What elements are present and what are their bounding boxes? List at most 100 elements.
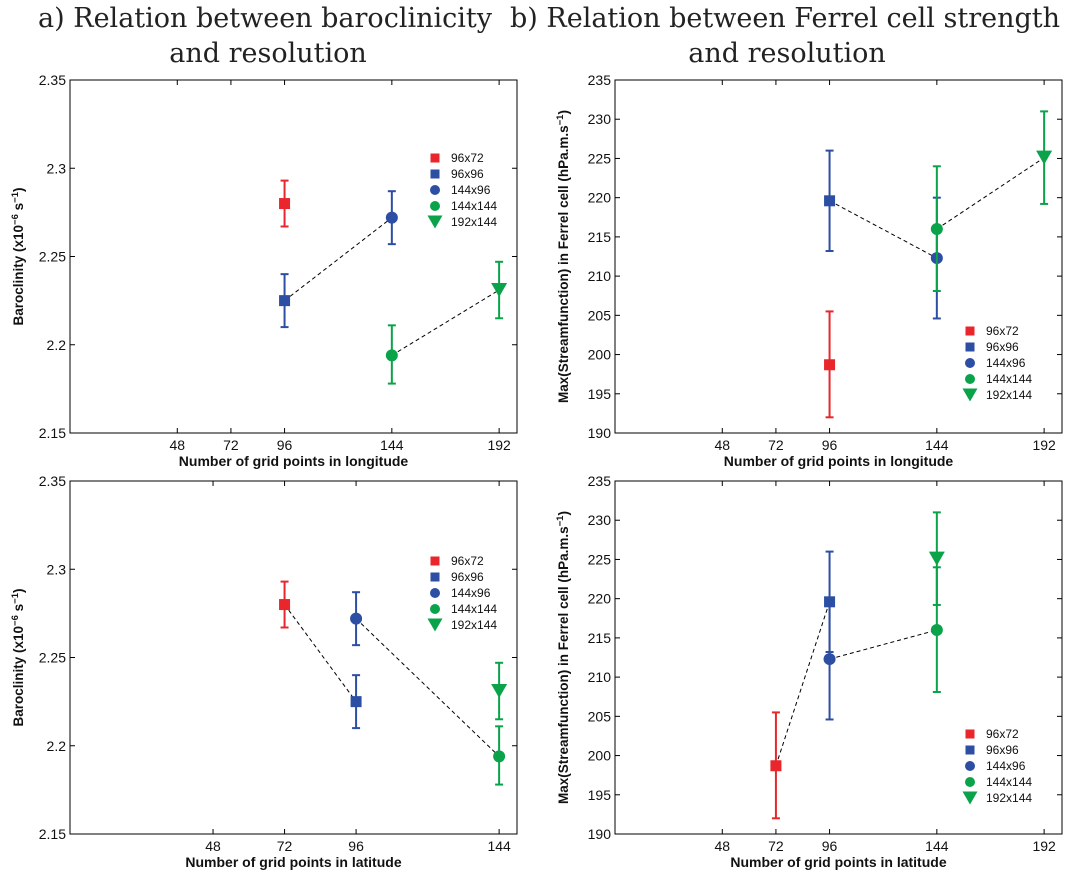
marker-192x144 bbox=[491, 283, 508, 298]
connector-line bbox=[284, 217, 393, 302]
connector-line bbox=[391, 289, 500, 356]
connector-line bbox=[355, 618, 500, 757]
y-axis-label: Baroclinity (x10−6 s−1) bbox=[10, 589, 27, 727]
legend-label: 144x96 bbox=[986, 356, 1026, 370]
y-axis-label-superscript: −1 bbox=[555, 515, 566, 527]
y-axis-label-superscript: −6 bbox=[10, 615, 21, 626]
legend-label: 96x72 bbox=[451, 151, 484, 165]
y-axis-label-superscript: −1 bbox=[555, 114, 566, 126]
legend-marker-144x96 bbox=[965, 358, 975, 368]
y-tick-label: 2.35 bbox=[39, 72, 66, 88]
y-tick-label: 190 bbox=[588, 425, 612, 441]
y-axis-label: Max(Streamfunction) in Ferrel cell (hPa.… bbox=[555, 511, 572, 804]
x-axis-label: Number of grid points in longitude bbox=[179, 453, 409, 469]
y-axis-label-part: Max(Streamfunction) in Ferrel cell (hPa.… bbox=[556, 125, 571, 403]
x-axis-label: Number of grid points in longitude bbox=[724, 453, 954, 469]
y-tick-label: 220 bbox=[588, 591, 612, 607]
legend-marker-144x144 bbox=[965, 777, 975, 787]
x-tick-label: 72 bbox=[768, 437, 784, 453]
x-tick-label: 48 bbox=[205, 838, 221, 854]
y-axis-label-superscript: −1 bbox=[10, 592, 21, 604]
y-tick-label: 195 bbox=[588, 787, 612, 803]
x-tick-label: 144 bbox=[380, 437, 404, 453]
plot-frame bbox=[69, 79, 518, 434]
plot-top-right-ferrel-longitude: 48 72 96 144 192 190 195 200 205 210 215 220 225 230 2… bbox=[555, 72, 1063, 469]
x-tick-label: 192 bbox=[1032, 437, 1056, 453]
legend-marker-96x72 bbox=[965, 326, 975, 336]
legend-marker-144x96 bbox=[430, 588, 440, 598]
y-axis-label: Baroclinity (x10−6 s−1) bbox=[10, 188, 27, 326]
marker-144x96 bbox=[823, 653, 836, 666]
y-tick-label: 225 bbox=[588, 150, 612, 166]
legend-label: 144x96 bbox=[451, 586, 491, 600]
y-tick-label: 205 bbox=[588, 708, 612, 724]
plot-bottom-right-ferrel-latitude: 48 72 96 144 192 190 195 200 205 210 215 220 225 230 2… bbox=[555, 473, 1063, 870]
marker-144x96 bbox=[385, 211, 398, 224]
legend-marker-96x72 bbox=[430, 153, 440, 163]
marker-144x144 bbox=[385, 349, 398, 362]
legend-marker-96x72 bbox=[430, 556, 440, 566]
x-tick-label: 72 bbox=[277, 838, 293, 854]
y-tick-label: 2.2 bbox=[47, 738, 67, 754]
legend-label: 96x72 bbox=[986, 727, 1019, 741]
y-axis-label-part: Max(Streamfunction) in Ferrel cell (hPa.… bbox=[556, 526, 571, 804]
y-tick-label: 190 bbox=[588, 826, 612, 842]
panel-a-title-line2: and resolution bbox=[169, 38, 367, 69]
legend-label: 144x144 bbox=[451, 602, 497, 616]
x-tick-label: 144 bbox=[487, 838, 511, 854]
y-tick-label: 230 bbox=[588, 111, 612, 127]
connector-line bbox=[284, 604, 357, 702]
legend-label: 192x144 bbox=[986, 791, 1032, 805]
y-axis-label-part: ) bbox=[556, 110, 571, 115]
legend-label: 144x96 bbox=[986, 759, 1026, 773]
y-tick-label: 215 bbox=[588, 630, 612, 646]
y-axis-label-part: s bbox=[11, 604, 26, 615]
marker-192x144 bbox=[491, 684, 508, 699]
y-tick-label: 2.3 bbox=[47, 160, 67, 176]
legend-label: 96x96 bbox=[451, 167, 484, 181]
x-tick-label: 192 bbox=[1032, 838, 1056, 854]
x-tick-label: 72 bbox=[223, 437, 239, 453]
panel-a-title-line1: a) Relation between baroclinicity bbox=[38, 3, 493, 34]
plot-frame bbox=[614, 480, 1063, 835]
legend-marker-192x144 bbox=[427, 618, 443, 632]
legend-label: 96x72 bbox=[451, 554, 484, 568]
legend-marker-96x72 bbox=[965, 729, 975, 739]
y-tick-label: 2.35 bbox=[39, 473, 66, 489]
y-axis-label: Max(Streamfunction) in Ferrel cell (hPa.… bbox=[555, 110, 572, 403]
legend-label: 144x144 bbox=[451, 199, 497, 213]
legend-label: 192x144 bbox=[451, 215, 497, 229]
marker-96x96 bbox=[824, 195, 836, 207]
legend-marker-96x96 bbox=[430, 169, 440, 179]
y-tick-label: 210 bbox=[588, 669, 612, 685]
x-tick-label: 48 bbox=[169, 437, 185, 453]
x-axis-label: Number of grid points in latitude bbox=[730, 854, 946, 870]
y-tick-label: 220 bbox=[588, 190, 612, 206]
connector-line bbox=[829, 200, 938, 259]
x-tick-label: 192 bbox=[487, 437, 511, 453]
y-tick-label: 210 bbox=[588, 268, 612, 284]
legend-label: 96x96 bbox=[986, 743, 1019, 757]
y-tick-label: 2.15 bbox=[39, 425, 66, 441]
legend-marker-144x144 bbox=[430, 604, 440, 614]
plot-bottom-left-baroclinity-latitude: 48 72 96 144 2.15 2.2 2.25 2.3 2.35 Number of gri… bbox=[10, 473, 518, 870]
x-tick-label: 96 bbox=[277, 437, 293, 453]
marker-96x72 bbox=[824, 359, 836, 371]
x-tick-label: 96 bbox=[822, 838, 838, 854]
connector-line bbox=[775, 601, 831, 766]
y-axis-label-superscript: −6 bbox=[10, 214, 21, 225]
legend-marker-144x144 bbox=[430, 201, 440, 211]
legend-marker-192x144 bbox=[962, 388, 978, 402]
panel-b-title-line2: and resolution bbox=[688, 38, 886, 69]
legend-label: 192x144 bbox=[451, 618, 497, 632]
x-tick-label: 96 bbox=[822, 437, 838, 453]
y-tick-label: 230 bbox=[588, 512, 612, 528]
legend-label: 96x72 bbox=[986, 324, 1019, 338]
legend-label: 96x96 bbox=[451, 570, 484, 584]
y-tick-label: 2.2 bbox=[47, 337, 67, 353]
y-axis-label-part: ) bbox=[11, 188, 26, 193]
y-tick-label: 205 bbox=[588, 307, 612, 323]
y-tick-label: 225 bbox=[588, 551, 612, 567]
legend-marker-144x144 bbox=[965, 374, 975, 384]
legend-marker-192x144 bbox=[962, 791, 978, 805]
